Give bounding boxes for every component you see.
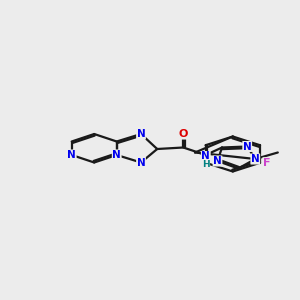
Text: N: N [251, 154, 260, 164]
Text: O: O [178, 129, 188, 139]
Text: F: F [263, 158, 270, 168]
Text: N: N [112, 150, 121, 160]
Text: N: N [136, 129, 146, 139]
Text: N: N [243, 142, 252, 152]
Text: N: N [201, 152, 210, 161]
Text: H: H [202, 160, 210, 169]
Text: N: N [136, 158, 146, 167]
Text: N: N [213, 156, 222, 166]
Text: N: N [67, 150, 76, 160]
